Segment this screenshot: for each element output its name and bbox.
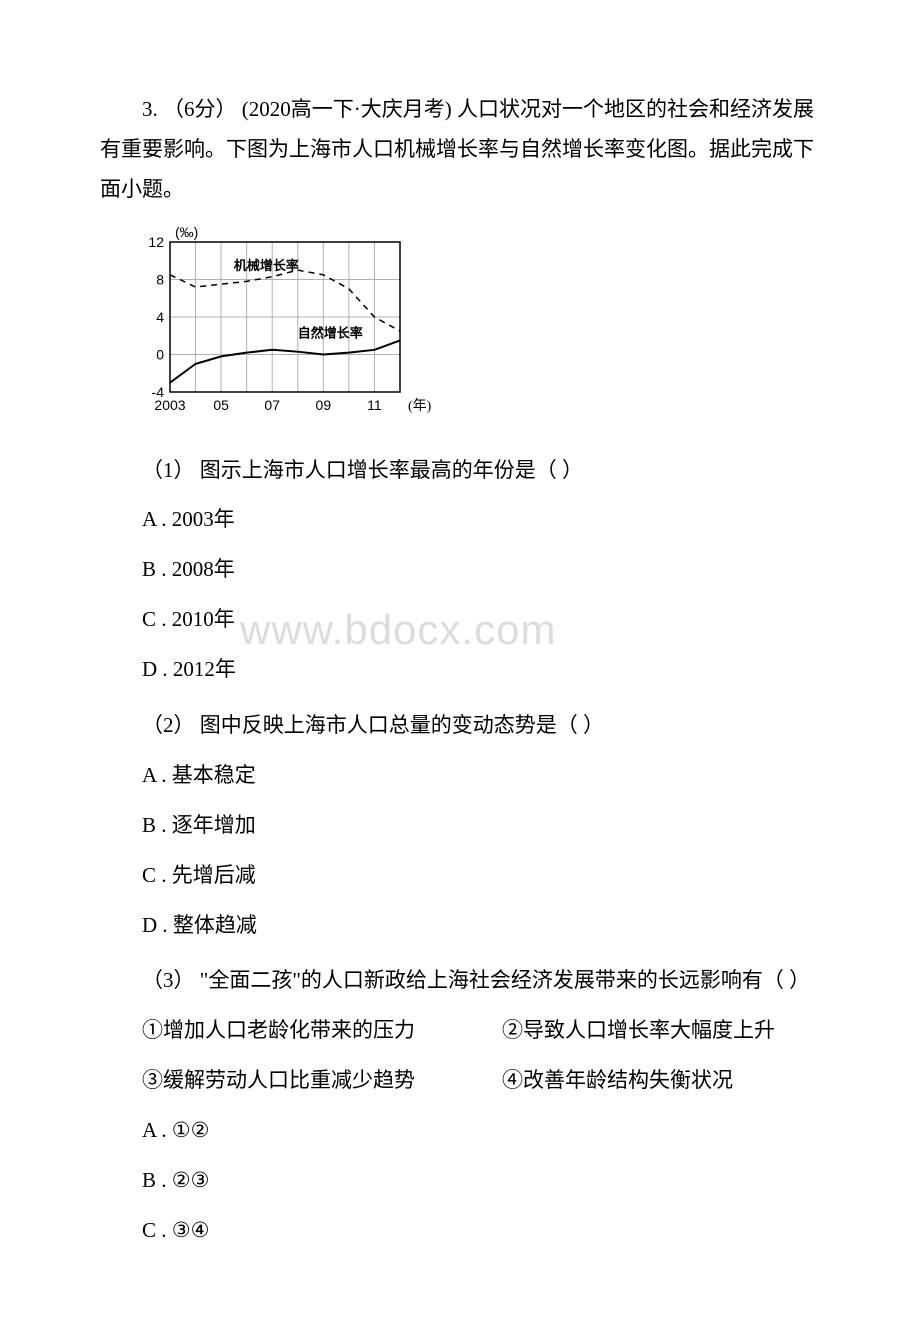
option-text: 逐年增加 xyxy=(172,813,256,837)
option-label: D . xyxy=(142,913,173,937)
option-c: C . 2010年 xyxy=(100,600,820,640)
option-text: ③④ xyxy=(172,1218,210,1242)
option-text: 整体趋减 xyxy=(173,913,257,937)
option-d: D . 2012年 xyxy=(100,650,820,690)
option-a: A . ①② xyxy=(100,1111,820,1151)
question-source: (2020高一下·大庆月考) xyxy=(237,97,457,121)
option-text: 2003年 xyxy=(172,507,235,531)
svg-text:07: 07 xyxy=(264,397,280,413)
option-b: B . ②③ xyxy=(100,1161,820,1201)
option-c: C . ③④ xyxy=(100,1211,820,1251)
option-label: D . xyxy=(142,657,173,681)
option-b: B . 逐年增加 xyxy=(100,806,820,846)
item-2: ②导致人口增长率大幅度上升 xyxy=(460,1011,775,1051)
option-label: C . xyxy=(142,607,172,631)
option-label: C . xyxy=(142,863,172,887)
svg-text:2003: 2003 xyxy=(154,397,185,413)
option-label: B . xyxy=(142,557,172,581)
option-label: B . xyxy=(142,813,172,837)
svg-text:(年): (年) xyxy=(408,398,432,414)
option-text: 2012年 xyxy=(173,657,236,681)
svg-text:09: 09 xyxy=(316,397,332,413)
option-text: 先增后减 xyxy=(172,863,256,887)
svg-text:12: 12 xyxy=(148,234,164,250)
question-number: 3. xyxy=(142,97,163,121)
subq-number: （1） xyxy=(142,458,195,482)
option-text: 基本稳定 xyxy=(172,763,256,787)
svg-text:11: 11 xyxy=(367,397,382,413)
svg-text:8: 8 xyxy=(156,271,164,287)
svg-text:05: 05 xyxy=(213,397,229,413)
option-label: A . xyxy=(142,1118,172,1142)
subq-number: （2） xyxy=(142,713,195,737)
svg-text:0: 0 xyxy=(156,346,164,362)
option-label: C . xyxy=(142,1218,172,1242)
item-row-2: ③缓解劳动人口比重减少趋势 ④改善年龄结构失衡状况 xyxy=(100,1061,820,1101)
subquestion-1: （1） 图示上海市人口增长率最高的年份是（ ） xyxy=(100,451,820,491)
svg-text:(‰): (‰) xyxy=(175,224,198,240)
item-3: ③缓解劳动人口比重减少趋势 xyxy=(100,1061,460,1101)
subq-number: （3） xyxy=(142,968,195,992)
svg-text:自然增长率: 自然增长率 xyxy=(298,325,363,340)
question-header: 3. （6分） (2020高一下·大庆月考) 人口状况对一个地区的社会和经济发展… xyxy=(100,90,820,210)
subq-text: 图中反映上海市人口总量的变动态势是（ ） xyxy=(195,713,605,737)
option-b: B . 2008年 xyxy=(100,550,820,590)
option-label: B . xyxy=(142,1168,172,1192)
option-label: A . xyxy=(142,507,172,531)
subquestion-3: （3） "全面二孩"的人口新政给上海社会经济发展带来的长远影响有（ ） xyxy=(100,961,820,1001)
chart-container: -404812200305070911(‰)(年)机械增长率自然增长率 xyxy=(130,222,820,431)
item-row-1: ①增加人口老龄化带来的压力 ②导致人口增长率大幅度上升 xyxy=(100,1011,820,1051)
subq-text: "全面二孩"的人口新政给上海社会经济发展带来的长远影响有（ ） xyxy=(195,968,811,992)
item-4: ④改善年龄结构失衡状况 xyxy=(460,1061,733,1101)
option-label: A . xyxy=(142,763,172,787)
option-text: ①② xyxy=(172,1118,210,1142)
line-chart: -404812200305070911(‰)(年)机械增长率自然增长率 xyxy=(130,222,440,417)
question-points: （6分） xyxy=(163,97,237,121)
subquestion-2: （2） 图中反映上海市人口总量的变动态势是（ ） xyxy=(100,706,820,746)
option-d: D . 整体趋减 xyxy=(100,906,820,946)
option-text: ②③ xyxy=(172,1168,210,1192)
subq-text: 图示上海市人口增长率最高的年份是（ ） xyxy=(195,458,584,482)
item-1: ①增加人口老龄化带来的压力 xyxy=(100,1011,460,1051)
option-a: A . 基本稳定 xyxy=(100,756,820,796)
option-text: 2010年 xyxy=(172,607,235,631)
option-a: A . 2003年 xyxy=(100,500,820,540)
svg-text:机械增长率: 机械增长率 xyxy=(234,258,299,273)
option-c: C . 先增后减 xyxy=(100,856,820,896)
option-text: 2008年 xyxy=(172,557,235,581)
svg-text:4: 4 xyxy=(156,309,164,325)
document-content: 3. （6分） (2020高一下·大庆月考) 人口状况对一个地区的社会和经济发展… xyxy=(100,90,820,1251)
